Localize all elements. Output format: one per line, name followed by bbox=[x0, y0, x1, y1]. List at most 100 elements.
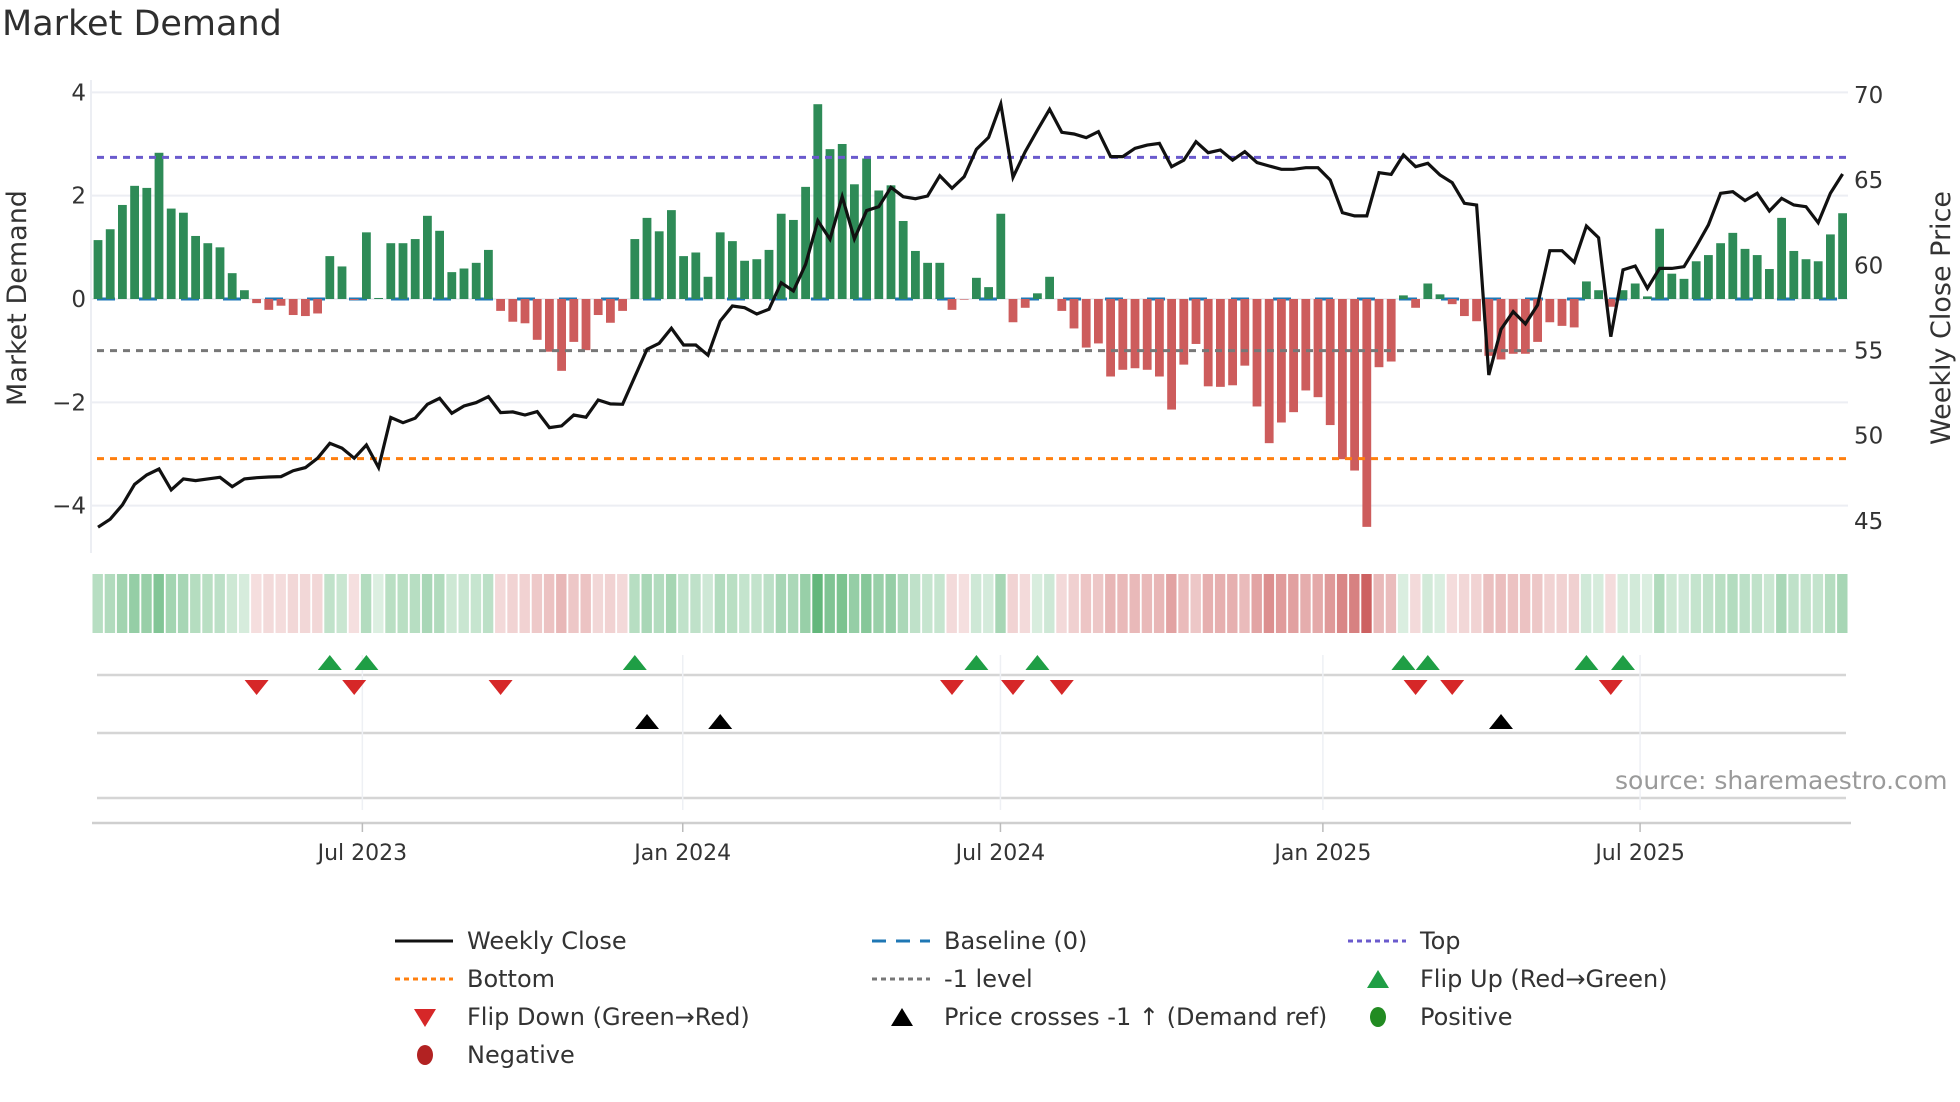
demand-bar-positive bbox=[142, 187, 152, 299]
demand-bar-negative bbox=[1277, 299, 1286, 423]
demand-bar-positive bbox=[118, 204, 127, 299]
demand-bar-negative bbox=[276, 299, 286, 306]
heat-strip-cell bbox=[531, 574, 543, 633]
demand-bar-negative bbox=[1472, 299, 1481, 322]
heat-strip-cell bbox=[1605, 574, 1616, 633]
heat-strip-cell bbox=[397, 574, 408, 633]
demand-bar-negative bbox=[606, 299, 615, 323]
demand-bar-positive bbox=[776, 213, 786, 299]
heat-strip-cell bbox=[836, 574, 848, 633]
x-tick-label: Jan 2025 bbox=[1272, 841, 1371, 866]
heat-strip-cell bbox=[1227, 574, 1238, 633]
demand-bar-negative bbox=[593, 299, 603, 316]
demand-bar-negative bbox=[1020, 299, 1030, 308]
heat-strip-cell bbox=[763, 574, 774, 633]
demand-bar-negative bbox=[569, 299, 579, 342]
heat-strip-cell bbox=[116, 574, 128, 633]
heat-strip-cell bbox=[263, 574, 274, 633]
demand-bar-positive bbox=[1752, 255, 1762, 299]
demand-bar-positive bbox=[1399, 295, 1408, 299]
demand-bar-negative bbox=[1008, 299, 1018, 323]
demand-bar-negative bbox=[1325, 299, 1335, 426]
demand-bar-positive bbox=[1667, 273, 1677, 299]
demand-bars bbox=[93, 104, 1847, 527]
heat-strip-cell bbox=[568, 574, 579, 633]
heat-strip-cell bbox=[1178, 574, 1189, 633]
demand-bar-negative bbox=[1252, 299, 1262, 407]
heat-strip-cell bbox=[1373, 574, 1384, 633]
demand-bar-negative bbox=[1521, 299, 1530, 354]
gridlines bbox=[90, 80, 1848, 553]
heat-strip-cell bbox=[1007, 574, 1018, 633]
demand-bar-negative bbox=[1362, 299, 1372, 527]
flip-down-marker bbox=[1049, 680, 1074, 695]
heat-strip-cell bbox=[617, 574, 628, 633]
demand-bar-positive bbox=[410, 239, 420, 299]
flip-up-marker bbox=[964, 655, 989, 670]
demand-bar-negative bbox=[1264, 299, 1274, 444]
demand-bar-negative bbox=[959, 299, 969, 300]
heat-strip-cell bbox=[1800, 574, 1811, 633]
heat-strip-cell bbox=[1397, 574, 1409, 633]
demand-bar-positive bbox=[1655, 228, 1664, 299]
heat-strip-cell bbox=[251, 574, 262, 633]
demand-bar-positive bbox=[1594, 290, 1603, 299]
heat-strip-cell bbox=[1641, 574, 1653, 633]
demand-bar-positive bbox=[398, 243, 408, 299]
heat-strip-cell bbox=[604, 574, 616, 633]
heat-strip-cell bbox=[299, 574, 311, 633]
demand-bar-positive bbox=[813, 104, 823, 299]
demand-bar-negative bbox=[557, 299, 566, 371]
demand-bar-positive bbox=[642, 217, 652, 299]
heat-strip-cell bbox=[1141, 574, 1153, 633]
demand-bar-negative bbox=[1081, 299, 1091, 348]
heat-strip-cell bbox=[1458, 574, 1470, 633]
heat-strip-cell bbox=[1629, 574, 1641, 633]
flip-up-marker bbox=[1415, 655, 1440, 670]
heat-strip-cell bbox=[226, 574, 238, 633]
chart-title: Market Demand bbox=[2, 4, 282, 44]
demand-bar-positive bbox=[764, 249, 774, 299]
heat-strip-cell bbox=[812, 574, 823, 633]
heat-strip-cell bbox=[1153, 574, 1165, 633]
demand-bar-positive bbox=[825, 149, 835, 299]
heat-strip-cell bbox=[1068, 574, 1079, 633]
flip-up-marker bbox=[1391, 655, 1416, 670]
demand-bar-positive bbox=[1704, 255, 1713, 299]
demand-bar-negative bbox=[1569, 299, 1579, 328]
demand-bar-positive bbox=[1789, 250, 1799, 299]
heat-strip-cell bbox=[1446, 574, 1458, 633]
demand-bar-negative bbox=[1313, 299, 1323, 398]
heat-strip-cell bbox=[678, 574, 689, 633]
demand-bar-negative bbox=[618, 299, 627, 311]
heat-strip-cell bbox=[275, 574, 286, 633]
demand-bar-positive bbox=[484, 249, 493, 299]
source-note: source: sharemaestro.com bbox=[1615, 766, 1948, 795]
demand-bar-positive bbox=[837, 143, 847, 299]
heat-strip-cell bbox=[1263, 574, 1275, 633]
price-cross-marker bbox=[635, 714, 659, 729]
flip-down-marker bbox=[1440, 680, 1465, 695]
demand-bar-negative bbox=[252, 299, 261, 304]
heat-strip-cell bbox=[970, 574, 982, 633]
demand-bar-negative bbox=[264, 299, 274, 310]
heat-strip-cell bbox=[751, 574, 762, 633]
heat-strip-cell bbox=[1031, 574, 1043, 633]
demand-bar-positive bbox=[1716, 243, 1725, 299]
demand-bar-negative bbox=[301, 299, 310, 317]
demand-bar-positive bbox=[1765, 269, 1774, 299]
demand-bar-negative bbox=[545, 299, 554, 352]
heat-strip-cell bbox=[1080, 574, 1092, 633]
heat-strip-cell bbox=[1666, 574, 1677, 633]
heat-strip-cell bbox=[214, 574, 225, 633]
flip-down-marker bbox=[342, 680, 367, 695]
heat-strip-cell bbox=[592, 574, 604, 633]
demand-bar-negative bbox=[1301, 299, 1311, 391]
demand-bar-positive bbox=[1777, 217, 1786, 299]
flip-down-marker bbox=[244, 680, 269, 695]
heat-strip-cell bbox=[873, 574, 884, 633]
demand-bar-negative bbox=[288, 299, 298, 316]
heat-strip-cell bbox=[1275, 574, 1287, 633]
heat-strip-cell bbox=[482, 574, 494, 633]
